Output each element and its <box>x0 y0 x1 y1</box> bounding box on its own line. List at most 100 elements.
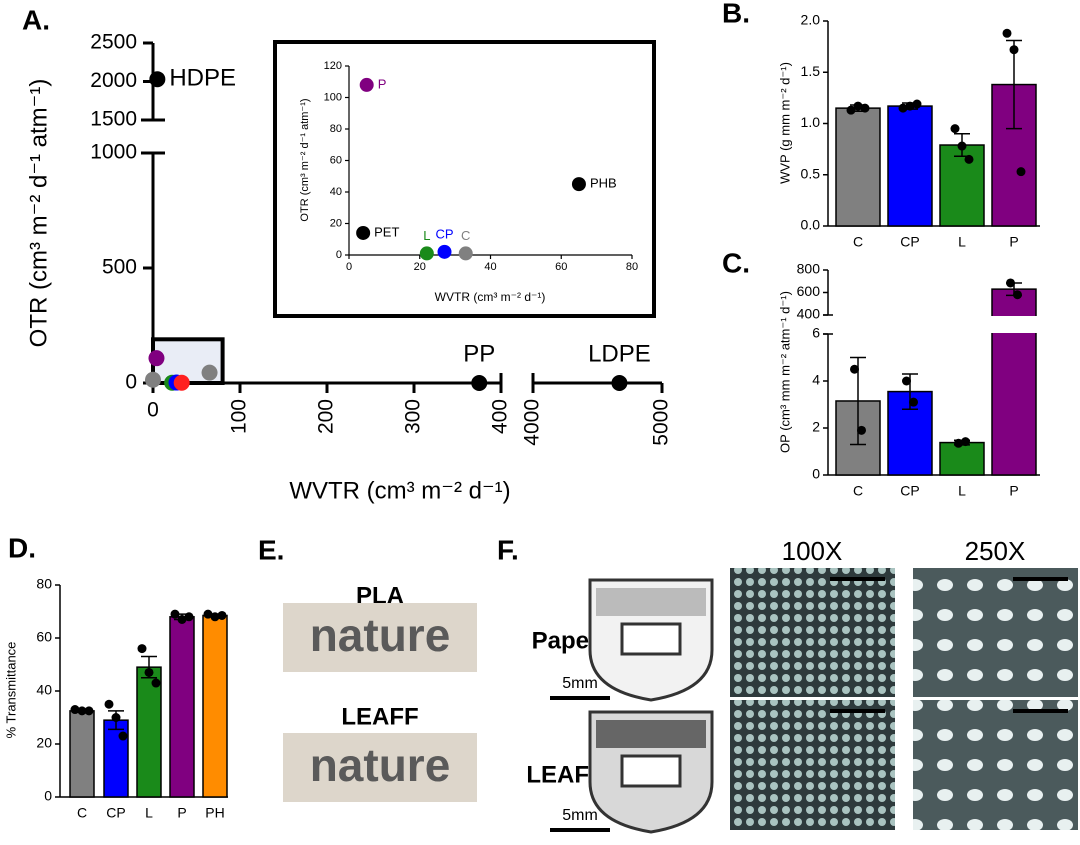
y-axis-label: % Transmittance <box>3 642 18 739</box>
x-tick-label: CP <box>900 234 919 250</box>
data-point <box>84 706 94 716</box>
printed-word: nature <box>310 609 451 661</box>
x-tick-label: 60 <box>555 261 567 273</box>
data-point <box>1013 290 1022 300</box>
data-point <box>118 731 128 741</box>
x-tick-label: L <box>958 483 966 499</box>
data-point <box>137 644 147 654</box>
bar <box>202 614 228 798</box>
data-point <box>898 103 908 113</box>
x-tick-label: P <box>177 805 186 821</box>
x-tick-label: C <box>853 483 863 499</box>
data-point <box>954 438 963 448</box>
y-tick-label: 2.0 <box>801 12 821 28</box>
point <box>437 244 452 259</box>
panel-label: C. <box>722 247 750 278</box>
y-tick-label: 6 <box>812 325 820 341</box>
data-point <box>857 425 866 435</box>
data-point <box>217 610 227 620</box>
data-point <box>70 705 80 715</box>
y-tick-label: 120 <box>324 60 342 72</box>
scale-label: 5mm <box>562 675 598 692</box>
y-tick-label: 20 <box>36 735 52 751</box>
x-tick-label: P <box>1009 234 1018 250</box>
data-point <box>177 614 187 624</box>
y-tick-label: 400 <box>797 306 821 322</box>
data-point <box>184 612 194 622</box>
data-point <box>104 699 114 709</box>
x-tick-label: P <box>1009 483 1018 499</box>
point-label: HDPE <box>169 65 236 92</box>
y-tick-label: 80 <box>36 576 52 592</box>
x-tick-label: 300 <box>402 399 425 434</box>
point <box>571 177 586 192</box>
y-tick-label: 0 <box>336 249 342 261</box>
printed-word: nature <box>310 739 451 791</box>
point-label: PP <box>463 340 495 367</box>
y-axis-label: OTR (cm³ m⁻² d⁻¹ atm⁻¹) <box>25 79 52 348</box>
error-bar <box>1006 39 1022 130</box>
y-tick-label: 1500 <box>90 108 137 131</box>
y-tick-label: 0 <box>812 466 820 482</box>
panel-label: D. <box>8 532 36 563</box>
point-label: C <box>461 228 470 243</box>
y-tick-label: 0 <box>125 371 137 394</box>
y-axis-label: OP (cm³ mm m⁻² atm⁻¹ d⁻¹) <box>777 291 792 453</box>
point <box>201 364 218 381</box>
data-point <box>905 101 915 111</box>
y-tick-label: 2000 <box>90 69 137 92</box>
x-tick-label: 0 <box>346 261 352 273</box>
point <box>149 71 166 88</box>
data-point <box>210 612 220 622</box>
data-point <box>1009 45 1019 55</box>
y-tick-label: 60 <box>36 629 52 645</box>
data-point <box>950 124 960 134</box>
point <box>145 371 161 388</box>
data-point <box>961 437 970 447</box>
data-point <box>850 364 859 374</box>
y-tick-label: 40 <box>36 682 52 698</box>
x-tick-label: 400 <box>489 399 512 434</box>
point-label: LDPE <box>588 340 651 367</box>
point <box>419 246 434 261</box>
x-tick-label: L <box>145 805 153 821</box>
point <box>359 77 374 92</box>
data-point <box>1006 278 1015 288</box>
panel-label: E. <box>258 534 284 565</box>
y-tick-label: 500 <box>102 256 137 279</box>
axis-gap <box>830 316 1042 333</box>
point <box>356 225 371 240</box>
x-tick-label: 20 <box>414 261 426 273</box>
x-tick-label: CP <box>900 483 919 499</box>
x-tick-label: 200 <box>315 399 338 434</box>
bar <box>939 441 985 476</box>
y-tick-label: 1.0 <box>801 114 821 130</box>
inset-frame <box>273 40 656 318</box>
y-tick-label: 20 <box>330 217 342 229</box>
data-point <box>151 678 161 688</box>
y-tick-label: 0 <box>44 788 52 804</box>
x-tick-label: C <box>77 805 87 821</box>
x-tick-label: 0 <box>147 399 159 422</box>
bar <box>69 710 95 798</box>
data-point <box>853 101 863 111</box>
bar <box>887 105 933 227</box>
point-label: L <box>423 228 430 243</box>
y-tick-label: 800 <box>797 261 821 277</box>
data-point <box>964 154 974 164</box>
micrograph <box>730 700 895 830</box>
x-axis-label: WVTR (cm³ m⁻² d⁻¹) <box>289 477 510 504</box>
panel-label: A. <box>22 4 50 35</box>
magnification: 250X <box>965 536 1026 566</box>
y-tick-label: 40 <box>330 186 342 198</box>
bar <box>887 390 933 476</box>
y-axis-label: WVP (g mm m⁻² d⁻¹) <box>777 62 792 184</box>
y-tick-label: 1000 <box>90 141 137 164</box>
micrograph <box>913 568 1078 697</box>
panel-label: B. <box>722 0 750 28</box>
y-tick-label: 0.0 <box>801 217 821 233</box>
scale-label: 5mm <box>562 807 598 824</box>
shield-book <box>620 754 682 788</box>
y-tick-label: 2500 <box>90 31 137 54</box>
y-tick-label: 1.5 <box>801 63 821 79</box>
